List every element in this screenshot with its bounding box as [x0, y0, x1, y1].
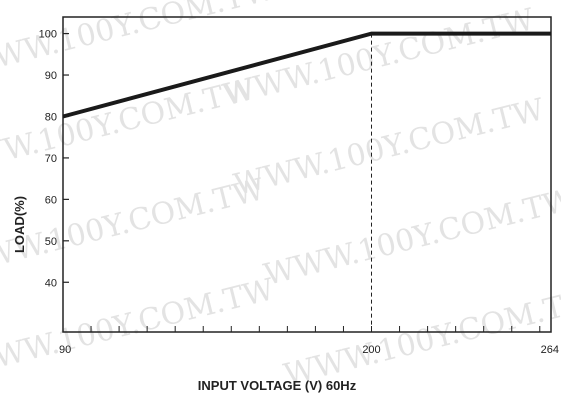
- x-tick-label: 200: [362, 344, 380, 356]
- y-tick-label: 60: [45, 194, 57, 206]
- x-tick-label: 264: [541, 344, 559, 356]
- y-tick-label: 50: [45, 236, 57, 248]
- y-tick-label: 100: [39, 29, 57, 41]
- y-axis-label: LOAD(%): [12, 196, 27, 253]
- y-tick-label: 40: [45, 277, 57, 289]
- plot-frame: [62, 16, 552, 333]
- y-tick-label: 80: [45, 111, 57, 123]
- x-axis-label: INPUT VOLTAGE (V) 60Hz: [198, 378, 357, 393]
- y-tick-label: 90: [45, 70, 57, 82]
- y-tick-label: 70: [45, 153, 57, 165]
- x-tick-label: 90: [59, 344, 71, 356]
- load-derating-line: [62, 31, 551, 119]
